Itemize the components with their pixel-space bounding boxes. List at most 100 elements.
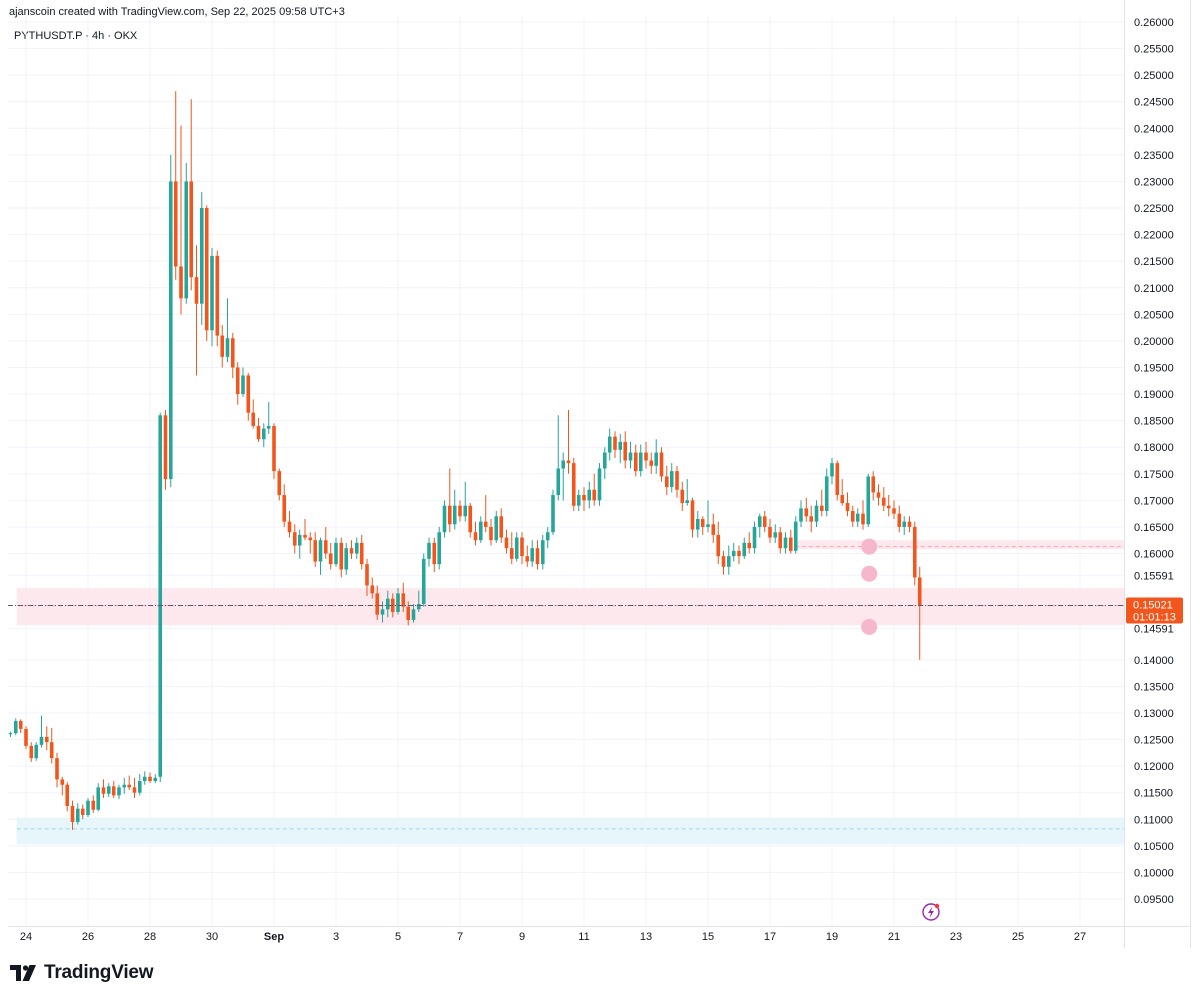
candle bbox=[633, 444, 638, 477]
candle bbox=[804, 497, 809, 522]
candle bbox=[297, 529, 302, 559]
signal-dot bbox=[861, 618, 878, 635]
signal-dot bbox=[861, 538, 878, 555]
tradingview-brand[interactable]: TradingView bbox=[10, 962, 154, 984]
candle bbox=[912, 521, 917, 586]
candle-body bbox=[861, 513, 865, 525]
candle-body bbox=[582, 495, 586, 501]
candle bbox=[282, 484, 287, 527]
candle bbox=[354, 537, 359, 559]
candle-body bbox=[80, 808, 85, 816]
candle bbox=[711, 513, 716, 543]
candle bbox=[530, 540, 535, 567]
candle-body bbox=[359, 542, 364, 565]
x-tick-label: 27 bbox=[1074, 931, 1086, 943]
candle-body bbox=[421, 558, 426, 605]
candle bbox=[830, 457, 834, 485]
signal-dot bbox=[861, 565, 878, 582]
candle-body bbox=[437, 532, 442, 565]
candle-body bbox=[489, 526, 493, 541]
y-tick-label: 0.21000 bbox=[1134, 283, 1174, 295]
y-tick-label: 0.11000 bbox=[1134, 814, 1173, 826]
candle-body bbox=[840, 495, 845, 504]
candle bbox=[716, 521, 721, 565]
candle bbox=[215, 250, 220, 347]
y-tick-label: 0.17000 bbox=[1134, 495, 1174, 507]
candle-body bbox=[897, 513, 902, 527]
candle-body bbox=[907, 521, 912, 527]
price-tag-value: 0.15021 bbox=[1133, 600, 1173, 612]
candle bbox=[246, 372, 251, 421]
x-tick-label: 25 bbox=[1012, 931, 1024, 943]
candle-body bbox=[65, 784, 70, 806]
candle-body bbox=[814, 505, 819, 522]
candle-body bbox=[225, 338, 230, 357]
candle bbox=[514, 532, 519, 562]
y-tick-label: 0.22500 bbox=[1134, 203, 1174, 215]
candle-body bbox=[757, 516, 762, 527]
candle bbox=[158, 412, 163, 783]
x-tick-label: 26 bbox=[82, 931, 94, 943]
candle bbox=[437, 526, 442, 570]
candle bbox=[644, 441, 648, 469]
candle bbox=[659, 447, 664, 482]
candle bbox=[824, 468, 829, 517]
candle-body bbox=[669, 471, 674, 488]
candle bbox=[142, 771, 147, 785]
candle bbox=[840, 479, 845, 506]
candle bbox=[556, 415, 561, 501]
candle-body bbox=[886, 505, 891, 509]
y-tick-label: 0.18000 bbox=[1134, 442, 1174, 454]
candle bbox=[91, 795, 96, 813]
candle bbox=[370, 577, 375, 599]
candle-body bbox=[432, 542, 437, 565]
candle-body bbox=[700, 518, 705, 527]
candle bbox=[571, 457, 576, 511]
candle bbox=[814, 500, 819, 527]
candle bbox=[752, 521, 757, 554]
candle bbox=[442, 500, 447, 538]
x-tick-label: 13 bbox=[640, 931, 652, 943]
candle-body bbox=[313, 540, 318, 562]
candle-body bbox=[597, 468, 602, 501]
candle-body bbox=[86, 800, 90, 816]
candle bbox=[427, 537, 431, 567]
candle-body bbox=[463, 505, 468, 517]
candle-body bbox=[297, 534, 302, 546]
candle-body bbox=[168, 181, 173, 480]
candle bbox=[303, 518, 307, 541]
candle-body bbox=[788, 537, 793, 551]
y-tick-label: 0.13500 bbox=[1134, 681, 1174, 693]
candle-body bbox=[902, 521, 907, 527]
candle-body bbox=[747, 542, 752, 549]
candle-body bbox=[855, 513, 860, 522]
candle-body bbox=[370, 585, 375, 594]
lightning-icon[interactable] bbox=[922, 903, 940, 921]
candle bbox=[726, 545, 731, 575]
candle bbox=[483, 495, 488, 533]
x-tick-label: 7 bbox=[457, 931, 463, 943]
candle-body bbox=[396, 593, 400, 612]
candle-body bbox=[871, 476, 876, 493]
x-tick-label: 21 bbox=[888, 931, 900, 943]
candle-body bbox=[380, 609, 385, 615]
candle bbox=[685, 479, 690, 506]
candle bbox=[587, 481, 592, 509]
candle bbox=[380, 601, 385, 623]
brand-name: TradingView bbox=[44, 962, 154, 983]
candle bbox=[654, 439, 659, 474]
candle-body bbox=[13, 720, 18, 734]
candlestick-chart[interactable]: 0.26000 0.25500 0.25000 0.24500 0.24000 0.235… bbox=[0, 0, 1200, 960]
candle-body bbox=[804, 508, 809, 517]
candle-body bbox=[91, 800, 96, 810]
candle bbox=[747, 532, 752, 554]
candle-body bbox=[148, 776, 152, 782]
candle-body bbox=[18, 720, 23, 729]
candle-body bbox=[607, 436, 612, 453]
candle bbox=[204, 205, 209, 341]
candle-body bbox=[731, 550, 736, 557]
y-tick-label: 0.13000 bbox=[1134, 708, 1174, 720]
candle bbox=[892, 500, 896, 519]
candle bbox=[60, 776, 65, 796]
